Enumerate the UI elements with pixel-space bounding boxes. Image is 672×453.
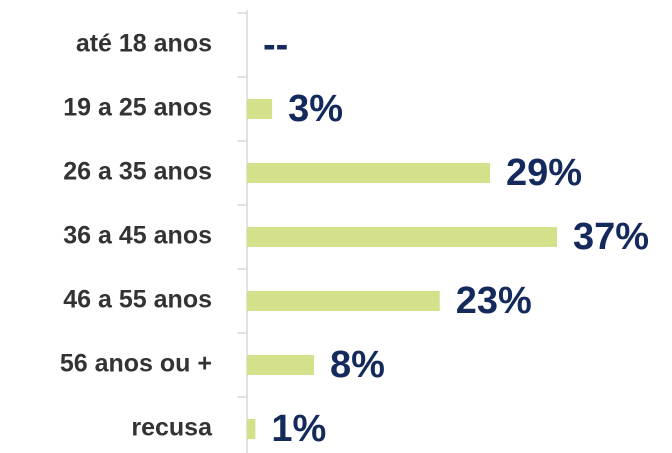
bar bbox=[247, 99, 273, 119]
bar bbox=[247, 419, 256, 439]
category-label: 19 a 25 anos bbox=[63, 94, 212, 122]
category-label: 26 a 35 anos bbox=[63, 158, 212, 186]
data-label: 29% bbox=[506, 152, 582, 194]
data-label: 3% bbox=[288, 88, 343, 130]
category-label: até 18 anos bbox=[76, 30, 212, 58]
bar bbox=[247, 227, 557, 247]
bar bbox=[247, 291, 440, 311]
data-label: 23% bbox=[456, 280, 532, 322]
data-label: 8% bbox=[330, 344, 385, 386]
category-label: 46 a 55 anos bbox=[63, 286, 212, 314]
data-label: -- bbox=[263, 24, 288, 66]
data-label: 37% bbox=[573, 216, 649, 258]
category-label: recusa bbox=[131, 414, 213, 442]
category-label: 36 a 45 anos bbox=[63, 222, 212, 250]
bar bbox=[247, 355, 315, 375]
bar bbox=[247, 163, 490, 183]
category-label: 56 anos ou + bbox=[60, 350, 212, 378]
data-label: 1% bbox=[271, 408, 326, 450]
